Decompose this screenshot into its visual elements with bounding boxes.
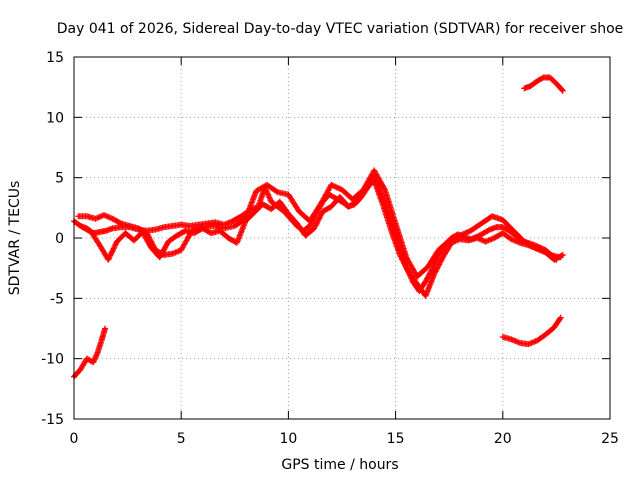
data-point <box>90 359 97 366</box>
data-point <box>557 314 564 321</box>
data-point <box>106 253 113 260</box>
data-point <box>329 182 336 189</box>
data-point <box>102 325 109 332</box>
data-point <box>107 251 114 258</box>
grid-layer <box>74 57 610 419</box>
data-point <box>462 230 469 237</box>
data-point <box>428 267 435 274</box>
y-tick-label: -10 <box>41 352 64 368</box>
data-point <box>112 241 119 248</box>
marks-layer <box>71 74 566 380</box>
y-tick-label: 10 <box>46 110 64 126</box>
data-point <box>107 252 114 259</box>
y-axis-label: SDTVAR / TECUs <box>7 181 23 296</box>
series-track-a-start <box>71 325 109 380</box>
data-point <box>556 315 563 322</box>
data-point <box>463 229 470 236</box>
y-tick-label: -15 <box>41 412 64 428</box>
data-point <box>90 357 97 364</box>
series-track-main-3 <box>79 177 566 299</box>
data-point <box>109 248 116 255</box>
data-point <box>92 355 99 362</box>
data-point <box>273 188 280 195</box>
series-track-b-end-high <box>521 74 566 94</box>
data-point <box>558 252 565 259</box>
data-point <box>92 353 99 360</box>
y-tick-label: -5 <box>50 291 64 307</box>
data-point <box>332 183 339 190</box>
data-point <box>93 352 100 359</box>
data-point <box>336 185 343 192</box>
data-point <box>559 251 566 258</box>
data-point <box>91 356 98 363</box>
data-point <box>105 255 112 262</box>
data-point <box>460 230 467 237</box>
data-point <box>109 246 116 253</box>
data-point <box>105 256 112 263</box>
y-tick-label: 15 <box>46 50 64 66</box>
x-tick-label: 5 <box>177 431 186 447</box>
x-tick-label: 25 <box>601 431 619 447</box>
data-point <box>111 244 118 251</box>
data-point <box>558 86 565 93</box>
data-point <box>464 228 471 235</box>
data-point <box>93 351 100 358</box>
data-point <box>559 87 566 94</box>
x-tick-label: 15 <box>387 431 405 447</box>
data-point <box>110 245 117 252</box>
ticks-layer: 0 5 10 15 20 25 -15 -10 -5 0 5 10 15 <box>41 50 619 447</box>
data-point <box>111 242 118 249</box>
data-point <box>381 185 388 192</box>
y-tick-label: 5 <box>55 171 64 187</box>
data-point <box>330 183 337 190</box>
data-point <box>334 184 341 191</box>
y-tick-label: 0 <box>55 231 64 247</box>
data-point <box>116 219 123 226</box>
series-track-c-end-low <box>499 314 564 348</box>
x-tick-label: 0 <box>70 431 79 447</box>
data-point <box>459 231 466 238</box>
data-point <box>108 249 115 256</box>
chart-title: Day 041 of 2026, Sidereal Day-to-day VTE… <box>57 21 624 37</box>
x-axis-label: GPS time / hours <box>281 457 398 473</box>
data-point <box>333 184 340 191</box>
data-point <box>328 181 335 188</box>
x-tick-label: 20 <box>494 431 512 447</box>
series-track-main-2 <box>75 167 560 280</box>
x-tick-label: 10 <box>279 431 297 447</box>
